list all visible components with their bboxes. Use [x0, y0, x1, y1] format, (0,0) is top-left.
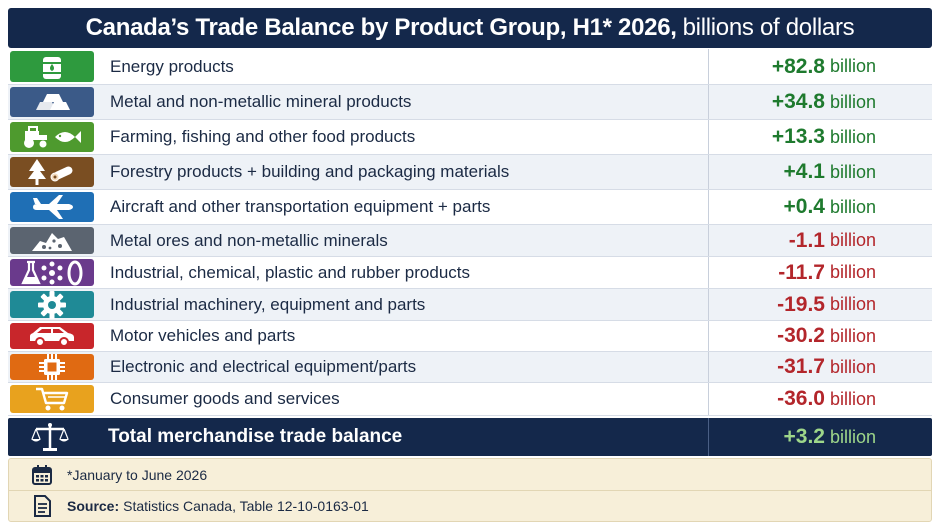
- table-row: Electronic and electrical equipment/part…: [8, 352, 932, 383]
- footnote-row: *January to June 2026: [9, 459, 931, 490]
- total-label: Total merchandise trade balance: [108, 426, 403, 447]
- row-label: Forestry products + building and packagi…: [110, 162, 510, 181]
- row-label: Electronic and electrical equipment/part…: [110, 357, 417, 376]
- table-row: Aircraft and other transportation equipm…: [8, 190, 932, 225]
- row-value-unit: billion: [829, 388, 876, 409]
- ore-pile-icon: [10, 227, 94, 254]
- chart-title-main: Canada’s Trade Balance by Product Group,…: [85, 14, 677, 41]
- footer: *January to June 2026 Source: Statistics…: [8, 458, 932, 522]
- row-value-number: +13.3: [771, 125, 825, 148]
- row-label: Consumer goods and services: [110, 389, 340, 408]
- total-value: +3.2 billion: [708, 418, 932, 456]
- row-value: +82.8 billion: [708, 49, 932, 84]
- row-value-unit: billion: [829, 126, 876, 147]
- metal-ingots-icon: [10, 87, 94, 117]
- table-row: Forestry products + building and packagi…: [8, 155, 932, 190]
- row-value-unit: billion: [829, 294, 876, 314]
- chemical-flask-icon: [10, 259, 94, 286]
- row-value: -36.0 billion: [708, 383, 932, 415]
- row-value-number: +0.4: [783, 195, 825, 218]
- row-value-number: -30.2: [777, 324, 825, 347]
- footnote-text: *January to June 2026: [67, 466, 208, 483]
- row-value-number: -11.7: [778, 260, 825, 284]
- table-row: Farming, fishing and other food products…: [8, 120, 932, 155]
- row-value: +0.4 billion: [708, 190, 932, 224]
- row-value-unit: billion: [829, 196, 876, 217]
- table-row: Industrial machinery, equipment and part…: [8, 289, 932, 321]
- row-label: Metal ores and non-metallic minerals: [110, 230, 388, 250]
- row-value: -11.7 billion: [708, 257, 932, 288]
- row-value-unit: billion: [829, 356, 876, 377]
- row-label: Motor vehicles and parts: [110, 326, 296, 345]
- calendar-icon: [29, 464, 55, 486]
- table-row: Metal ores and non-metallic minerals -1.1…: [8, 225, 932, 257]
- row-value-unit: billion: [829, 91, 876, 112]
- table-row: Motor vehicles and parts -30.2 billion: [8, 321, 932, 352]
- tractor-fish-icon: [10, 122, 94, 152]
- row-value-number: -31.7: [777, 355, 825, 378]
- row-value: -19.5 billion: [708, 289, 932, 320]
- row-value-number: +4.1: [783, 160, 825, 183]
- source-row: Source: Statistics Canada, Table 12-10-0…: [9, 490, 931, 521]
- row-value-unit: billion: [829, 230, 876, 250]
- car-icon: [10, 323, 94, 349]
- document-icon: [29, 495, 55, 517]
- microchip-icon: [10, 354, 94, 380]
- row-value: -1.1 billion: [708, 225, 932, 256]
- tree-logs-icon: [10, 157, 94, 187]
- row-value-number: +82.8: [771, 54, 825, 78]
- row-value-unit: billion: [829, 325, 876, 346]
- source-label: Source:: [67, 498, 120, 514]
- chart-title-unit: billions of dollars: [682, 14, 855, 41]
- row-value: +13.3 billion: [708, 120, 932, 154]
- row-label: Farming, fishing and other food products: [110, 127, 416, 146]
- table-row: Energy products +82.8 billion: [8, 49, 932, 85]
- total-value-number: +3.2: [783, 425, 825, 448]
- trade-balance-table: Energy products +82.8 billion Metal and non…: [8, 49, 932, 416]
- row-value-number: +34.8: [771, 90, 825, 113]
- row-value-number: -36.0: [777, 387, 825, 410]
- row-value-unit: billion: [829, 161, 876, 182]
- total-row: Total merchandise trade balance +3.2 bil…: [8, 418, 932, 456]
- row-value: +4.1 billion: [708, 155, 932, 189]
- gear-icon: [10, 290, 94, 319]
- row-value-unit: billion: [829, 262, 876, 282]
- row-label: Industrial machinery, equipment and part…: [110, 294, 426, 314]
- row-label: Aircraft and other transportation equipm…: [110, 197, 491, 216]
- row-value: +34.8 billion: [708, 85, 932, 119]
- row-label: Energy products: [110, 56, 234, 76]
- row-value-number: -19.5: [777, 292, 825, 316]
- source-text: Statistics Canada, Table 12-10-0163-01: [123, 498, 369, 514]
- row-value: -30.2 billion: [708, 321, 932, 351]
- table-row: Metal and non-metallic mineral products +…: [8, 85, 932, 120]
- row-label: Industrial, chemical, plastic and rubber…: [110, 262, 471, 282]
- airplane-icon: [10, 192, 94, 222]
- row-label: Metal and non-metallic mineral products: [110, 92, 412, 111]
- row-value: -31.7 billion: [708, 352, 932, 382]
- row-value-number: -1.1: [788, 228, 825, 252]
- chart-title: Canada’s Trade Balance by Product Group,…: [8, 8, 932, 48]
- row-value-unit: billion: [829, 56, 876, 76]
- oil-barrel-icon: [10, 51, 94, 82]
- table-row: Industrial, chemical, plastic and rubber…: [8, 257, 932, 289]
- table-row: Consumer goods and services -36.0 billion: [8, 383, 932, 416]
- balance-scale-icon: [8, 418, 92, 456]
- total-value-unit: billion: [829, 426, 876, 447]
- shopping-cart-icon: [10, 385, 94, 413]
